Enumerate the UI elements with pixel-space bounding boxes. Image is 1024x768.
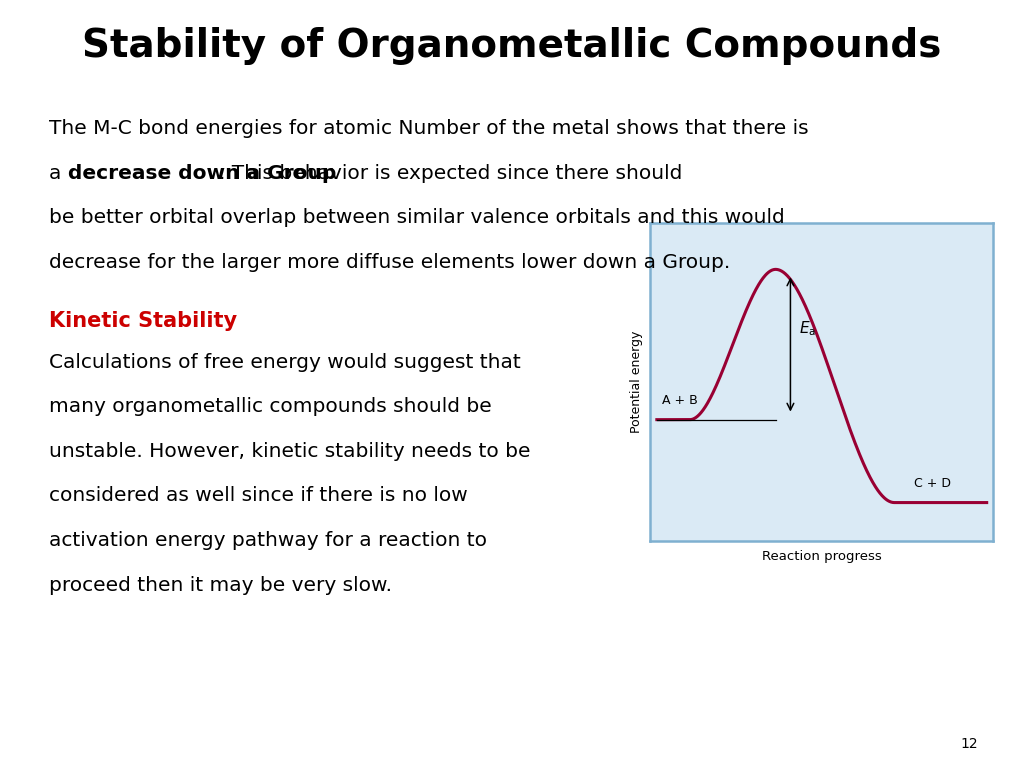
Text: decrease down a Group: decrease down a Group (68, 164, 336, 183)
Text: a: a (49, 164, 68, 183)
Text: considered as well since if there is no low: considered as well since if there is no … (49, 486, 468, 505)
Text: 12: 12 (961, 737, 978, 751)
Text: $E_\mathrm{a}$: $E_\mathrm{a}$ (799, 319, 816, 339)
Text: The M-C bond energies for atomic Number of the metal shows that there is: The M-C bond energies for atomic Number … (49, 119, 809, 138)
X-axis label: Reaction progress: Reaction progress (762, 550, 882, 563)
Text: proceed then it may be very slow.: proceed then it may be very slow. (49, 575, 392, 594)
Text: . This behavior is expected since there should: . This behavior is expected since there … (219, 164, 683, 183)
Text: decrease for the larger more diffuse elements lower down a Group.: decrease for the larger more diffuse ele… (49, 253, 730, 272)
Text: A + B: A + B (662, 394, 697, 407)
Text: Stability of Organometallic Compounds: Stability of Organometallic Compounds (82, 27, 942, 65)
Text: activation energy pathway for a reaction to: activation energy pathway for a reaction… (49, 531, 487, 550)
Y-axis label: Potential energy: Potential energy (631, 331, 643, 433)
Text: Kinetic Stability: Kinetic Stability (49, 310, 238, 330)
Text: unstable. However, kinetic stability needs to be: unstable. However, kinetic stability nee… (49, 442, 530, 461)
Text: be better orbital overlap between similar valence orbitals and this would: be better orbital overlap between simila… (49, 208, 785, 227)
Text: C + D: C + D (914, 477, 951, 490)
Text: many organometallic compounds should be: many organometallic compounds should be (49, 397, 492, 416)
Text: Calculations of free energy would suggest that: Calculations of free energy would sugges… (49, 353, 521, 372)
